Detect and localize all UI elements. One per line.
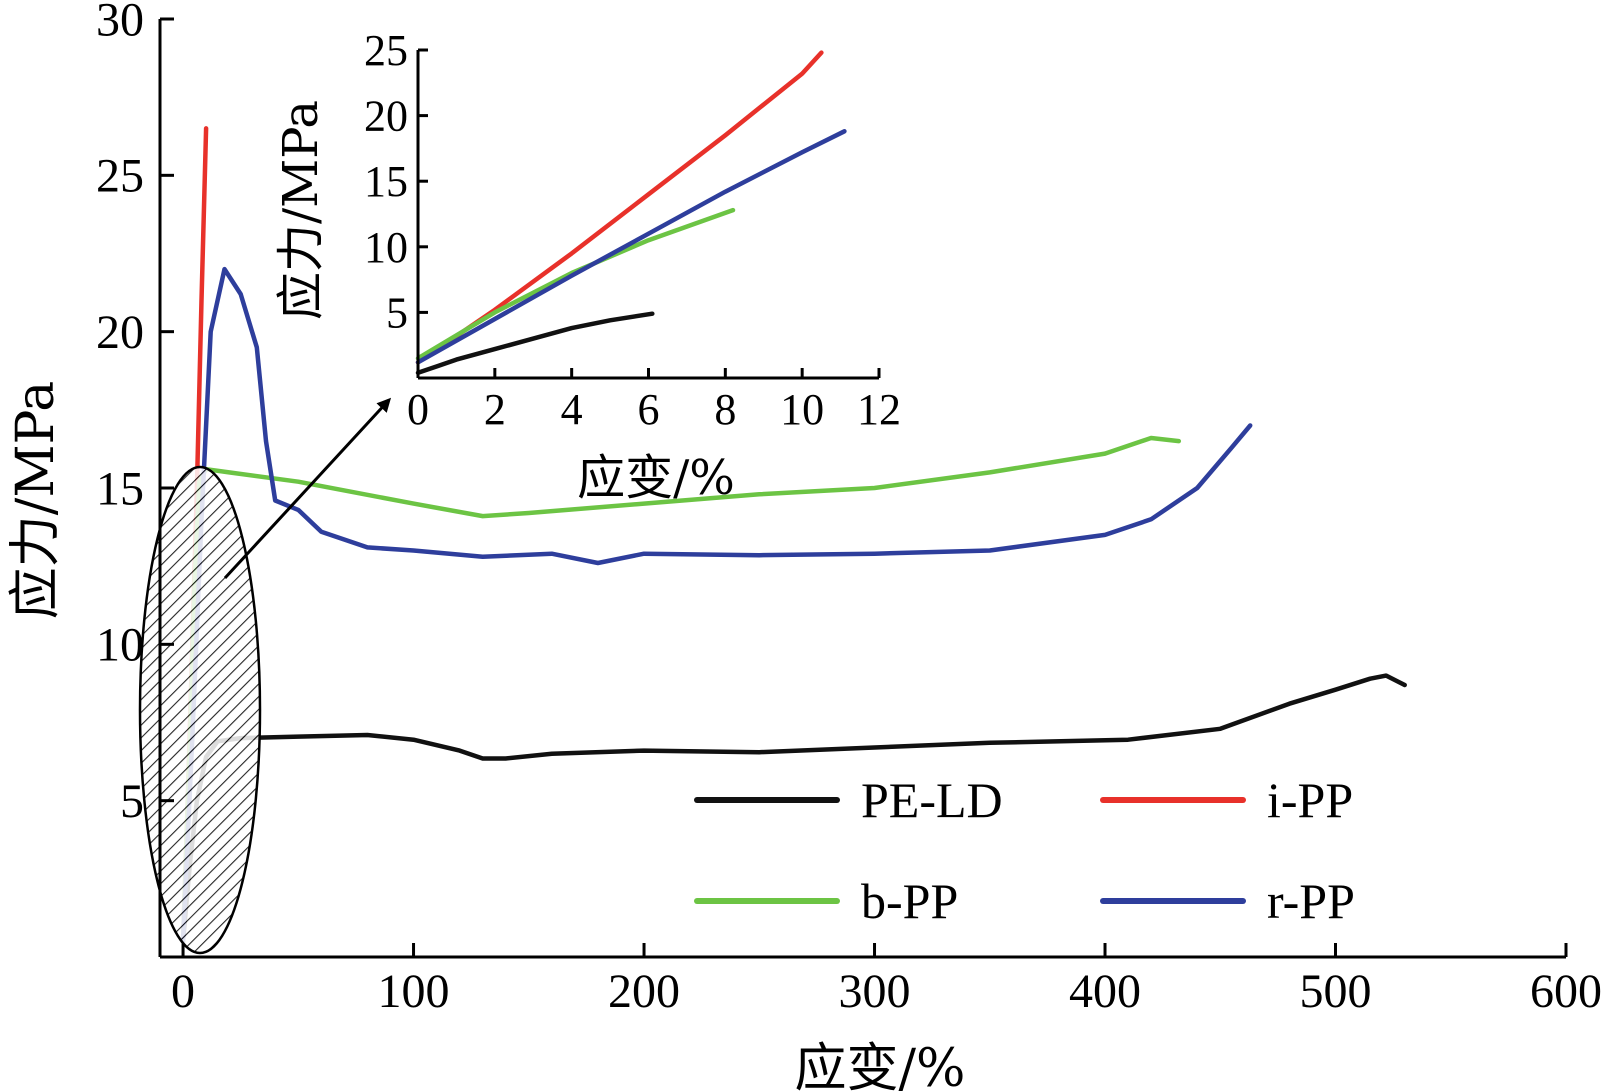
- inset-x-tick-label: 12: [857, 385, 901, 434]
- inset-series-line-b-pp: [415, 207, 736, 361]
- main-y-tick-label: 10: [96, 619, 144, 672]
- zoom-arrow: [223, 397, 392, 580]
- inset-y-tick-label: 5: [386, 288, 408, 337]
- legend-label-b-pp: b-PP: [861, 873, 958, 929]
- main-series-line-b-pp: [180, 435, 1182, 944]
- inset-x-tick-label: 0: [407, 385, 429, 434]
- main-y-tick-label: 30: [96, 0, 144, 46]
- main-y-tick-label: 5: [120, 775, 144, 828]
- inset-x-tick-label: 8: [714, 385, 736, 434]
- zoom-region-ellipse: [138, 465, 262, 955]
- inset-axes: 0 2 4 6 8 10 12 5 10 15 20 25: [364, 26, 901, 434]
- legend-label-i-pp: i-PP: [1267, 772, 1353, 828]
- inset-chart: 0 2 4 6 8 10 12 5 10 15 20 25 应变/% 应力/MPa: [273, 26, 901, 506]
- inset-y-axis-title: 应力/MPa: [273, 100, 329, 320]
- legend-label-r-pp: r-PP: [1267, 873, 1355, 929]
- main-y-tick-label: 15: [96, 462, 144, 515]
- legend-item-b-pp: b-PP: [694, 873, 958, 929]
- inset-x-tick-label: 6: [638, 385, 660, 434]
- main-x-axis-title: 应变/%: [795, 1039, 966, 1091]
- legend: PE-LD i-PP b-PP r-PP: [694, 772, 1355, 929]
- inset-x-tick-label: 4: [561, 385, 583, 434]
- legend-label-pe-ld: PE-LD: [861, 772, 1003, 828]
- main-y-tick-label: 25: [96, 150, 144, 203]
- inset-series-line-i-pp: [415, 50, 824, 365]
- inset-x-axis-title: 应变/%: [577, 450, 735, 506]
- inset-series-lines: [415, 50, 847, 376]
- inset-x-tick-label: 10: [780, 385, 824, 434]
- main-x-tick-label: 200: [608, 965, 680, 1018]
- inset-series-line-r-pp: [415, 129, 847, 365]
- main-x-tick-label: 600: [1530, 965, 1602, 1018]
- inset-x-tick-label: 2: [484, 385, 506, 434]
- legend-item-pe-ld: PE-LD: [694, 772, 1003, 828]
- main-series-line-r-pp: [180, 266, 1253, 944]
- legend-item-r-pp: r-PP: [1100, 873, 1355, 929]
- inset-y-tick-label: 15: [364, 157, 408, 206]
- inset-y-tick-label: 25: [364, 26, 408, 75]
- main-y-axis-title: 应力/MPa: [6, 381, 66, 619]
- legend-item-i-pp: i-PP: [1100, 772, 1353, 828]
- main-x-tick-label: 400: [1069, 965, 1141, 1018]
- main-x-tick-label: 0: [171, 965, 195, 1018]
- inset-series-line-pe-ld: [415, 311, 655, 376]
- main-x-tick-label: 100: [378, 965, 450, 1018]
- inset-y-tick-label: 10: [364, 223, 408, 272]
- main-y-tick-label: 20: [96, 306, 144, 359]
- main-x-tick-label: 500: [1300, 965, 1372, 1018]
- inset-y-tick-label: 20: [364, 92, 408, 141]
- main-x-tick-label: 300: [839, 965, 911, 1018]
